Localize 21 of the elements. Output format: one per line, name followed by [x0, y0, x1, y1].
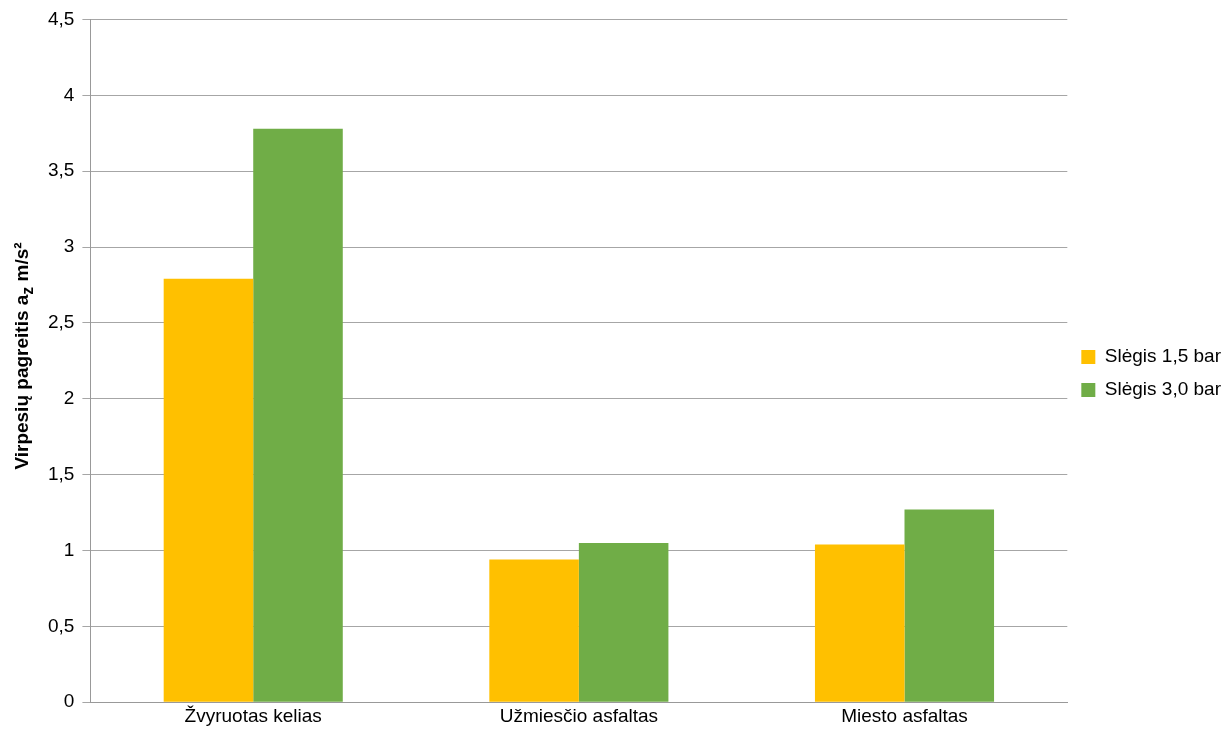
y-tick-label: 3,5	[47, 159, 75, 181]
y-tick-label: 1,5	[47, 462, 75, 484]
bar	[814, 544, 905, 702]
y-tick-label: 4	[63, 83, 75, 105]
y-tick-label: 0,5	[47, 614, 75, 636]
y-tick-label: 0	[63, 690, 75, 712]
bar	[163, 278, 254, 702]
y-tick-label: 4,5	[47, 7, 75, 29]
y-tick-label: 2	[63, 386, 75, 408]
legend-label: Slėgis 1,5 bar	[1104, 345, 1222, 367]
y-tick-label: 2,5	[47, 311, 75, 333]
bar	[489, 559, 579, 702]
y-tick-label: 1	[63, 538, 75, 560]
bar	[578, 542, 669, 702]
x-tick-label: Žvyruotas kelias	[184, 704, 322, 726]
legend-label: Slėgis 3,0 bar	[1104, 378, 1222, 400]
y-tick-label: 3	[63, 235, 75, 257]
bar	[904, 509, 995, 702]
x-tick-label: Užmiesčio asfaltas	[499, 704, 659, 726]
x-tick-label: Miesto asfaltas	[841, 704, 968, 726]
bar	[253, 128, 343, 702]
